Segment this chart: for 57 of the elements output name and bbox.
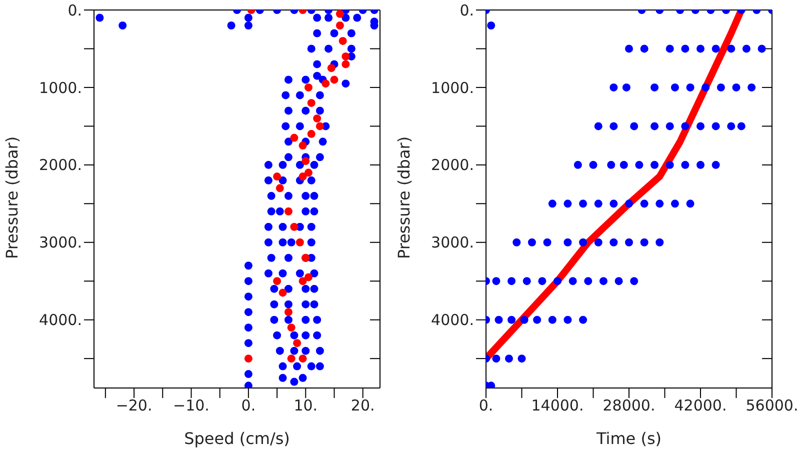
point [244,354,252,363]
point [296,238,304,246]
point [342,52,350,60]
point [304,273,312,282]
point [276,184,284,192]
point [290,222,298,231]
x-tick-label: 14000. [531,396,584,415]
x-tick-label: 10. [294,396,318,415]
x-tick-label: −20. [116,396,152,415]
point [336,21,344,30]
point [307,98,316,107]
point [342,60,350,68]
point [273,277,282,286]
point [284,308,292,316]
point [304,168,312,177]
point [338,36,347,45]
y-tick-label: 0. [460,1,474,20]
point [298,277,307,286]
point [316,122,324,130]
x-tick-label: 42000. [674,396,727,415]
y-tick-label: 1000. [431,78,474,97]
x-axis-title: Time (s) [595,429,662,448]
point [313,114,322,122]
point [284,207,292,216]
point [290,134,298,142]
point [336,10,344,18]
x-tick-label: 28000. [602,396,656,415]
x-tick-label: 20. [350,396,375,415]
point [322,80,330,88]
y-tick-label: 3000. [39,234,82,252]
y-tick-label: 2000. [39,156,82,174]
y-tick-label: 1000. [39,78,82,97]
point [298,354,307,363]
x-tick-label: 0. [241,396,256,415]
point [307,130,316,138]
y-tick-label: 4000. [39,311,82,330]
y-axis-title: Pressure (dbar) [394,136,414,259]
x-axis-title: Speed (cm/s) [184,429,290,448]
point [287,324,296,332]
point [302,157,310,166]
point [304,83,312,92]
point [330,76,338,84]
point [298,172,307,181]
point [298,142,307,150]
point [327,64,336,72]
point [278,288,287,297]
x-tick-label: −10. [173,396,210,415]
point [273,172,282,181]
y-tick-label: 0. [68,1,82,20]
y-tick-label: 4000. [431,311,474,330]
y-tick-label: 3000. [431,234,474,252]
point [293,339,302,348]
x-tick-label: 0. [478,396,494,415]
y-tick-label: 2000. [431,156,474,174]
y-axis-title: Pressure (dbar) [2,136,22,259]
x-tick-label: 56000. [746,396,798,415]
point [287,354,296,363]
